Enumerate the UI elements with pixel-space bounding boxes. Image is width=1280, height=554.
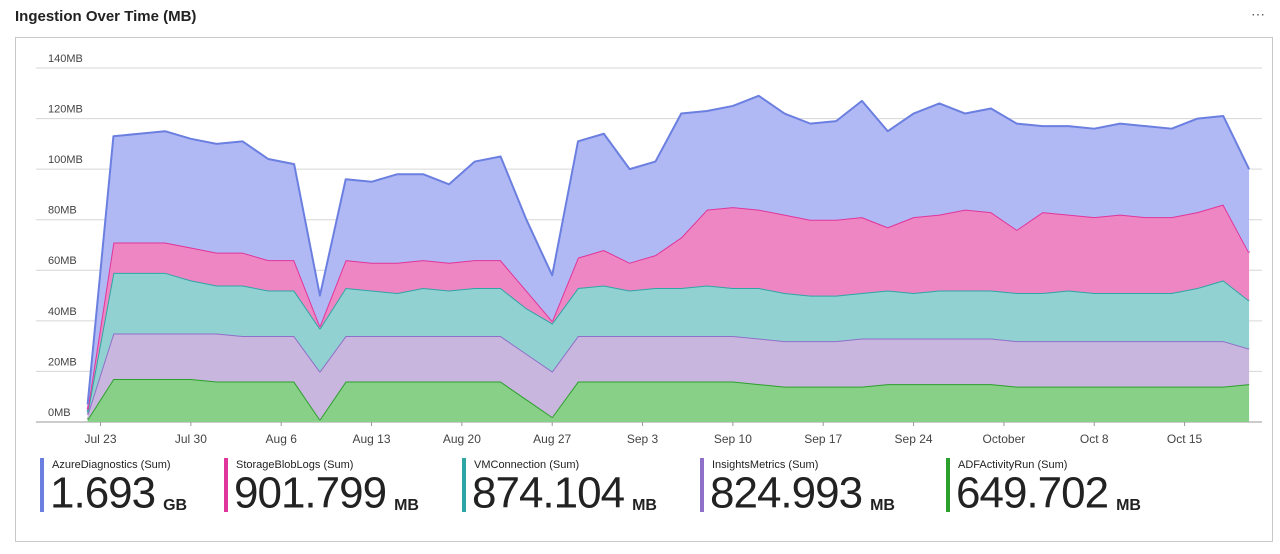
legend-swatch — [946, 458, 950, 512]
legend-unit: MB — [1116, 497, 1141, 514]
legend-name: AzureDiagnostics (Sum) — [52, 459, 171, 471]
x-tick-label: October — [983, 432, 1026, 446]
x-tick-label: Sep 3 — [627, 432, 659, 446]
x-tick-label: Jul 23 — [85, 432, 117, 446]
x-tick-label: Aug 6 — [266, 432, 298, 446]
area — [87, 95, 1250, 410]
legend-value: 824.993 — [710, 469, 862, 518]
x-tick-label: Aug 13 — [353, 432, 391, 446]
legend-swatch — [700, 458, 704, 512]
legend-value: 649.702 — [956, 469, 1108, 518]
y-tick-label: 140MB — [48, 53, 83, 65]
y-tick-label: 80MB — [48, 205, 77, 217]
y-tick-label: 100MB — [48, 154, 83, 166]
legend-name: StorageBlobLogs (Sum) — [236, 459, 353, 471]
legend-value: 1.693 — [50, 469, 155, 518]
x-tick-label: Oct 8 — [1080, 432, 1109, 446]
y-tick-label: 60MB — [48, 255, 77, 267]
y-tick-label: 0MB — [48, 407, 71, 419]
legend-name: VMConnection (Sum) — [474, 459, 579, 471]
chart-frame — [15, 37, 1273, 542]
area — [87, 379, 1250, 422]
area — [87, 272, 1250, 415]
x-tick-label: Aug 27 — [533, 432, 571, 446]
x-tick-label: Oct 15 — [1167, 432, 1203, 446]
legend-unit: MB — [394, 497, 419, 514]
legend-swatch — [40, 458, 44, 512]
y-tick-label: 20MB — [48, 356, 77, 368]
y-tick-label: 40MB — [48, 306, 77, 318]
x-tick-label: Sep 17 — [804, 432, 842, 446]
legend-value: 874.104 — [472, 469, 625, 518]
area — [87, 333, 1250, 420]
chart-title: Ingestion Over Time (MB) — [15, 8, 196, 25]
x-tick-label: Sep 10 — [714, 432, 752, 446]
x-tick-label: Sep 24 — [895, 432, 933, 446]
legend-swatch — [462, 458, 466, 512]
legend-unit: MB — [870, 497, 895, 514]
x-tick-label: Aug 20 — [443, 432, 481, 446]
legend-unit: MB — [632, 497, 657, 514]
legend-swatch — [224, 458, 228, 512]
legend-value: 901.799 — [234, 469, 386, 518]
area-line — [86, 94, 1250, 405]
legend-unit: GB — [163, 497, 187, 514]
y-tick-label: 120MB — [48, 103, 83, 115]
area-line — [86, 332, 1250, 415]
x-tick-label: Jul 30 — [175, 432, 207, 446]
legend-name: InsightsMetrics (Sum) — [712, 459, 818, 471]
menu[interactable]: ··· — [1251, 6, 1265, 22]
area — [87, 204, 1250, 412]
legend-name: ADFActivityRun (Sum) — [958, 459, 1067, 471]
